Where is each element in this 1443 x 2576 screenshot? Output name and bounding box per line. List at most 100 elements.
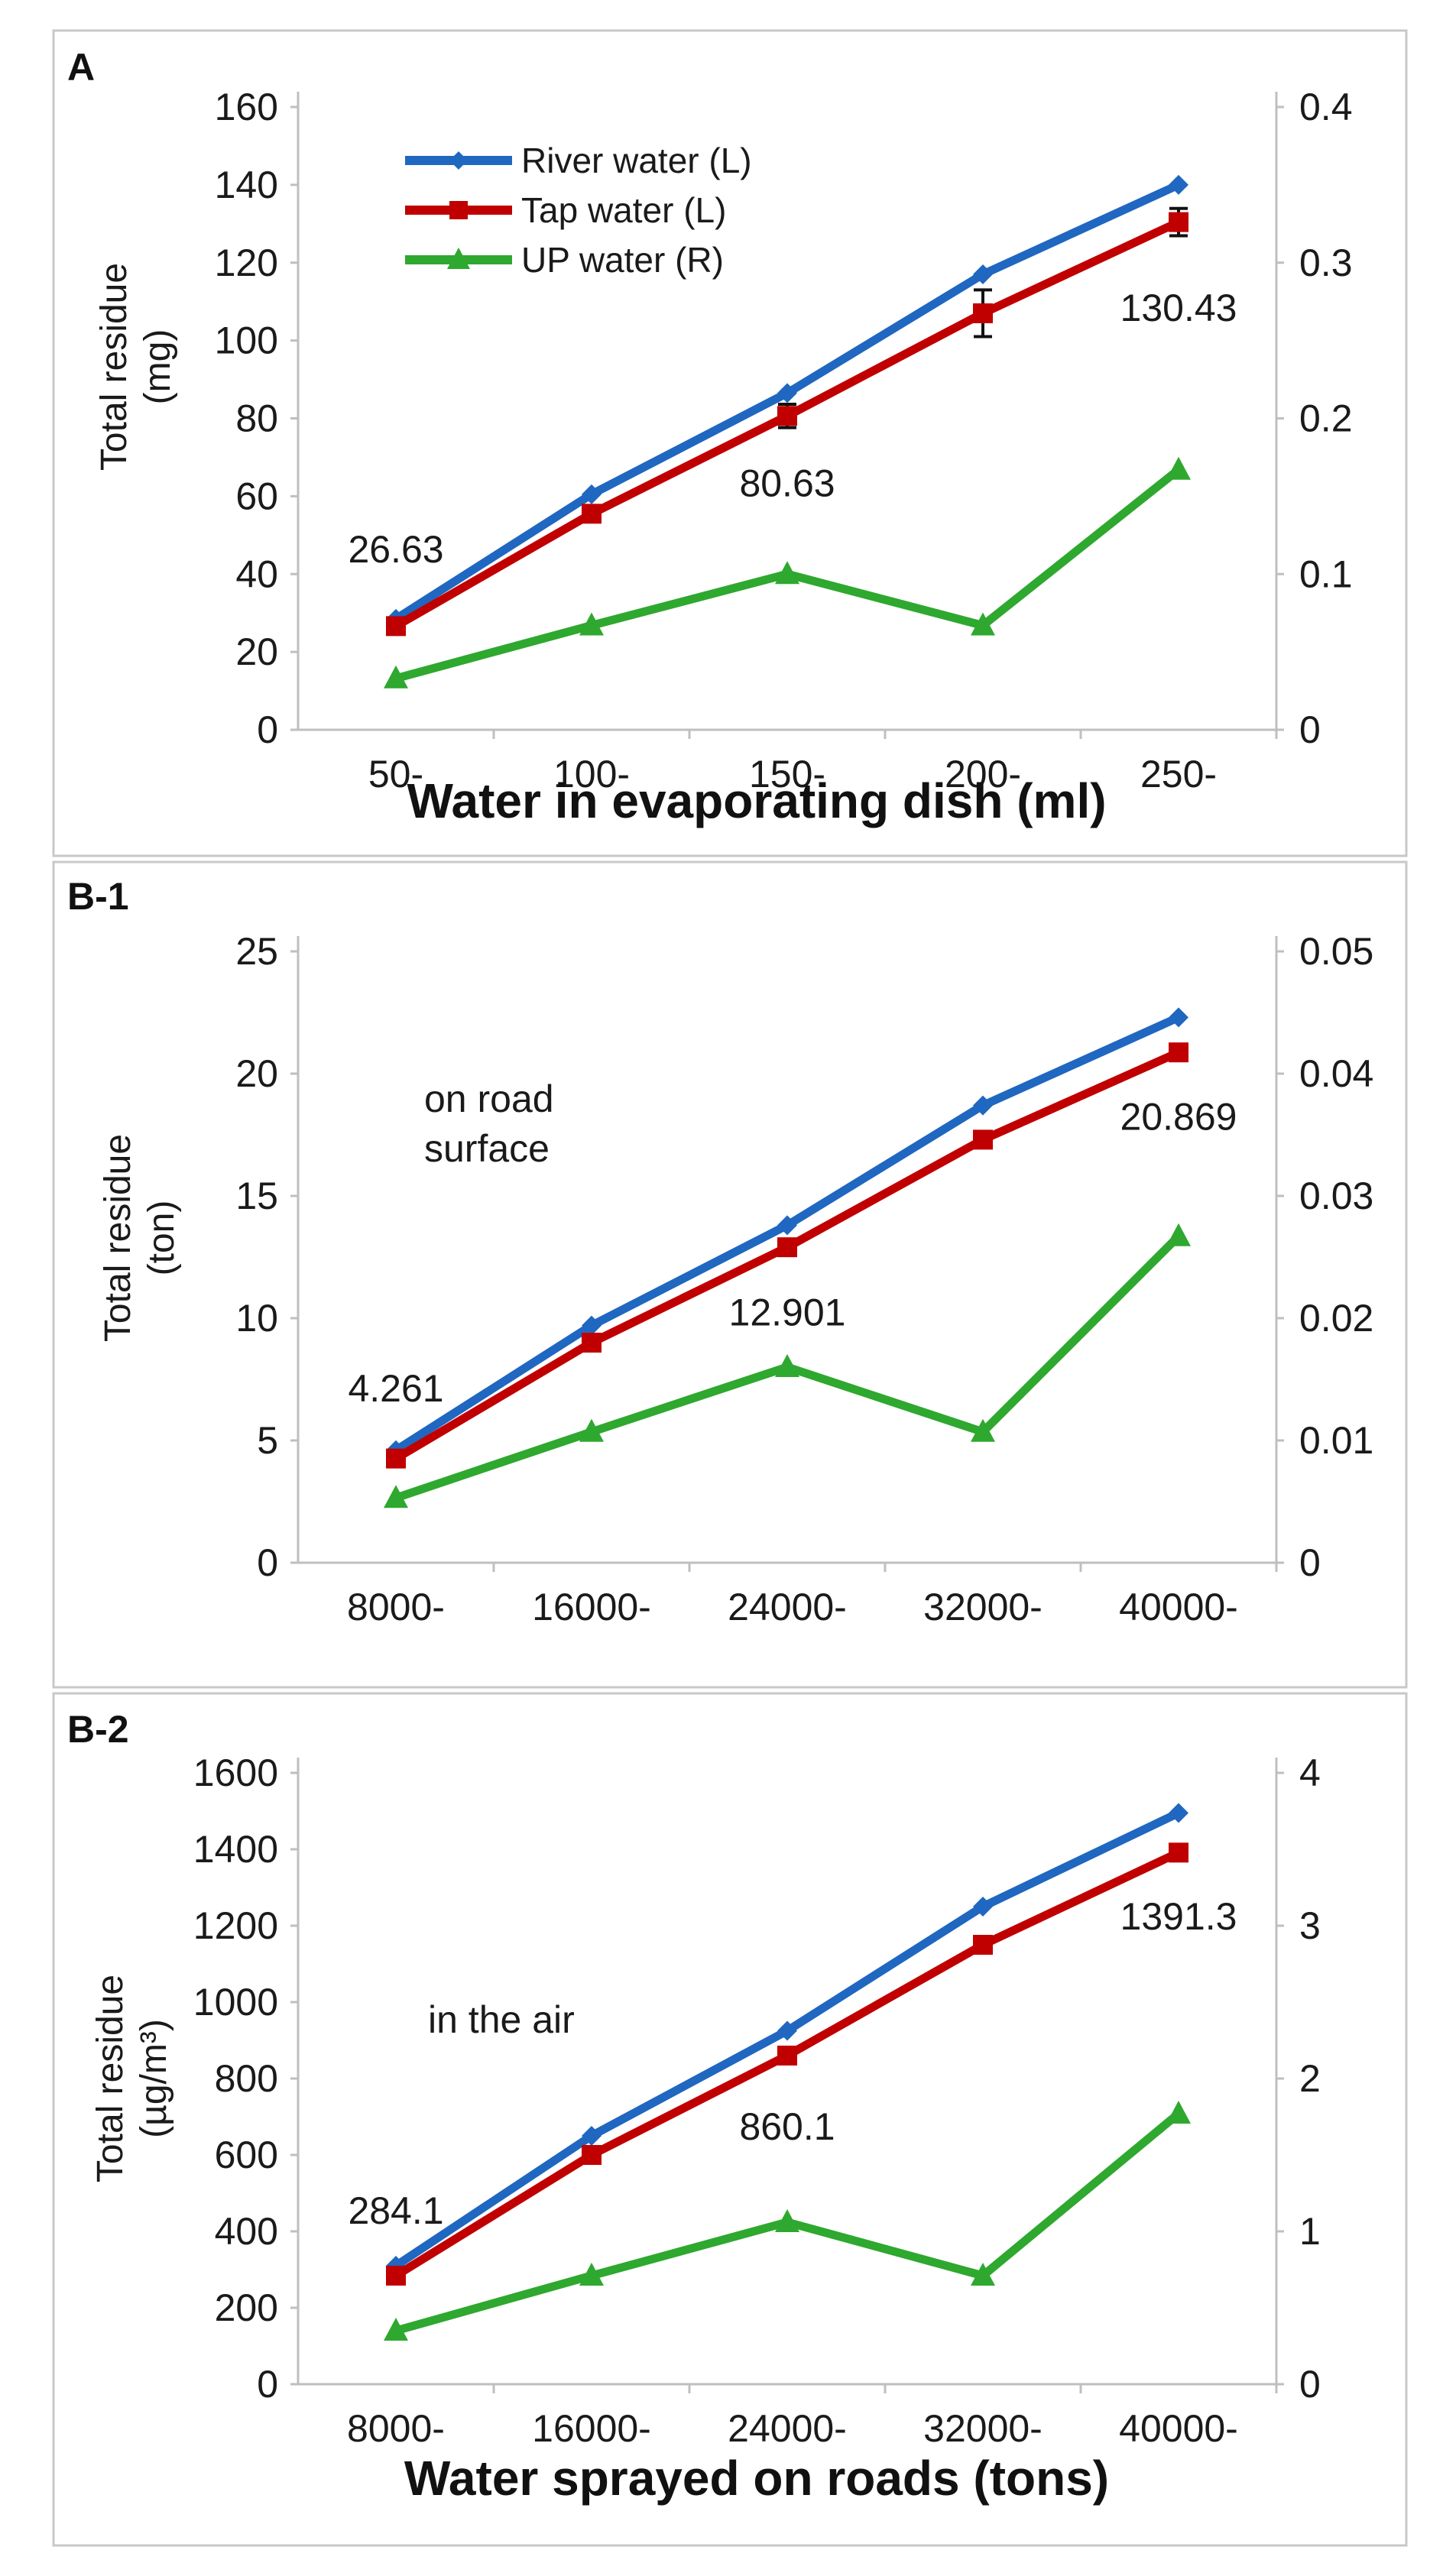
panel-label: A xyxy=(67,46,95,89)
x-axis-ticks: 8000- 16000- 24000- 32000- 40000- xyxy=(347,2384,1278,2450)
annotations: 4.261 12.901 20.869 xyxy=(348,1096,1237,1410)
marker-up xyxy=(579,612,604,636)
legend-label-up: UP water (R) xyxy=(521,240,724,280)
value-annotation: 130.43 xyxy=(1120,287,1237,329)
left-tick-label: 120 xyxy=(215,241,278,284)
y-axis-title-line2: (ton) xyxy=(141,1201,182,1276)
marker-tap xyxy=(386,2265,406,2286)
marker-river xyxy=(777,2020,797,2041)
right-axis-ticks: 0 0.01 0.02 0.03 0.04 0.05 xyxy=(1276,930,1373,1584)
annotations: 284.1 860.1 1391.3 xyxy=(348,1895,1237,2232)
marker-up xyxy=(775,561,799,585)
value-annotation: 80.63 xyxy=(739,462,835,504)
x-tick-label: 16000- xyxy=(532,1586,651,1628)
marker-tap xyxy=(582,504,602,524)
marker-tap xyxy=(973,1935,993,1955)
x-tick-label: 32000- xyxy=(923,1586,1043,1628)
left-tick-label: 15 xyxy=(235,1175,278,1217)
marker-up xyxy=(1166,2101,1191,2124)
x-axis-ticks: 50- 100- 150- 200- 250- xyxy=(368,730,1278,795)
left-tick-label: 1000 xyxy=(193,1981,278,2024)
value-annotation: 26.63 xyxy=(348,528,443,571)
marker-river xyxy=(582,484,602,504)
right-tick-label: 0.2 xyxy=(1299,397,1353,440)
y-axis-title-line1: Total residue xyxy=(90,1975,131,2182)
marker-tap xyxy=(1169,1842,1188,1863)
left-tick-label: 200 xyxy=(215,2286,278,2329)
marker-up xyxy=(971,2263,995,2286)
left-tick-label: 140 xyxy=(215,164,278,206)
right-tick-label: 3 xyxy=(1299,1904,1321,1947)
x-tick-label: 8000- xyxy=(347,2407,445,2450)
value-annotation: 12.901 xyxy=(729,1291,846,1334)
x-axis-ticks: 8000- 16000- 24000- 32000- 40000- xyxy=(347,1563,1278,1628)
left-tick-label: 1400 xyxy=(193,1828,278,1871)
right-tick-label: 0.03 xyxy=(1299,1175,1373,1217)
left-tick-label: 0 xyxy=(257,1541,278,1584)
value-annotation: 1391.3 xyxy=(1120,1895,1237,1938)
right-tick-label: 0.3 xyxy=(1299,241,1353,284)
marker-river xyxy=(1169,1007,1188,1028)
marker-tap xyxy=(582,2145,602,2165)
left-axis-ticks: 0 5 10 15 20 25 xyxy=(235,930,298,1584)
marker-river xyxy=(973,1897,993,1917)
marker-tap xyxy=(386,1448,406,1469)
marker-tap xyxy=(973,1129,993,1150)
annotations: 26.63 80.63 130.43 xyxy=(348,287,1237,571)
marker-tap xyxy=(386,616,406,637)
right-axis-ticks: 0 1 2 3 4 xyxy=(1276,1751,1321,2406)
left-tick-label: 0 xyxy=(257,708,278,751)
series-markers xyxy=(384,1007,1191,1508)
marker-river xyxy=(582,2126,602,2146)
legend-marker-tap xyxy=(449,201,468,219)
value-annotation: 20.869 xyxy=(1120,1096,1237,1139)
right-tick-label: 4 xyxy=(1299,1751,1321,1794)
x-axis-title: Water in evaporating dish (ml) xyxy=(407,773,1106,828)
left-tick-label: 400 xyxy=(215,2210,278,2253)
left-tick-label: 0 xyxy=(257,2363,278,2406)
x-tick-label: 40000- xyxy=(1119,1586,1238,1628)
right-tick-label: 2 xyxy=(1299,2057,1321,2100)
left-tick-label: 100 xyxy=(215,319,278,362)
left-tick-label: 800 xyxy=(215,2057,278,2100)
legend-label-tap: Tap water (L) xyxy=(521,190,726,230)
x-tick-label: 8000- xyxy=(347,1586,445,1628)
left-tick-label: 60 xyxy=(235,475,278,517)
right-tick-label: 0.04 xyxy=(1299,1052,1373,1095)
marker-river xyxy=(973,264,993,285)
panel-label: B-2 xyxy=(67,1708,129,1751)
right-axis-ticks: 0 0.1 0.2 0.3 0.4 xyxy=(1276,86,1353,751)
marker-tap xyxy=(582,1333,602,1353)
x-tick-label: 150- xyxy=(749,753,825,795)
x-tick-label: 50- xyxy=(368,753,423,795)
left-tick-label: 1600 xyxy=(193,1751,278,1794)
value-annotation: 4.261 xyxy=(348,1367,443,1410)
legend-label-river: River water (L) xyxy=(521,141,752,180)
left-tick-label: 1200 xyxy=(193,1904,278,1947)
left-tick-label: 20 xyxy=(235,630,278,673)
left-tick-label: 10 xyxy=(235,1297,278,1340)
left-tick-label: 5 xyxy=(257,1419,278,1462)
marker-up xyxy=(1166,456,1191,480)
x-tick-label: 16000- xyxy=(532,2407,651,2450)
value-annotation: 860.1 xyxy=(739,2105,835,2148)
marker-tap xyxy=(777,2045,797,2066)
marker-tap xyxy=(1169,1042,1188,1063)
left-axis-ticks: 0 20 40 60 80 100 120 140 160 xyxy=(215,86,298,751)
panel-label: B-1 xyxy=(67,875,129,918)
series-markers xyxy=(384,174,1191,689)
right-tick-label: 0.02 xyxy=(1299,1297,1373,1340)
x-tick-label: 32000- xyxy=(923,2407,1043,2450)
panel-a: A 0 20 40 60 80 100 120 140 160 0 0.1 0.2 0.3 0.4 50… xyxy=(67,46,1353,828)
x-tick-label: 200- xyxy=(945,753,1021,795)
value-annotation: 284.1 xyxy=(348,2189,443,2232)
note-line1: on road xyxy=(424,1077,554,1120)
marker-tap xyxy=(1169,212,1188,232)
marker-up xyxy=(384,665,408,689)
x-tick-label: 40000- xyxy=(1119,2407,1238,2450)
marker-river xyxy=(777,383,797,403)
marker-tap xyxy=(973,303,993,323)
x-tick-label: 24000- xyxy=(728,1586,847,1628)
